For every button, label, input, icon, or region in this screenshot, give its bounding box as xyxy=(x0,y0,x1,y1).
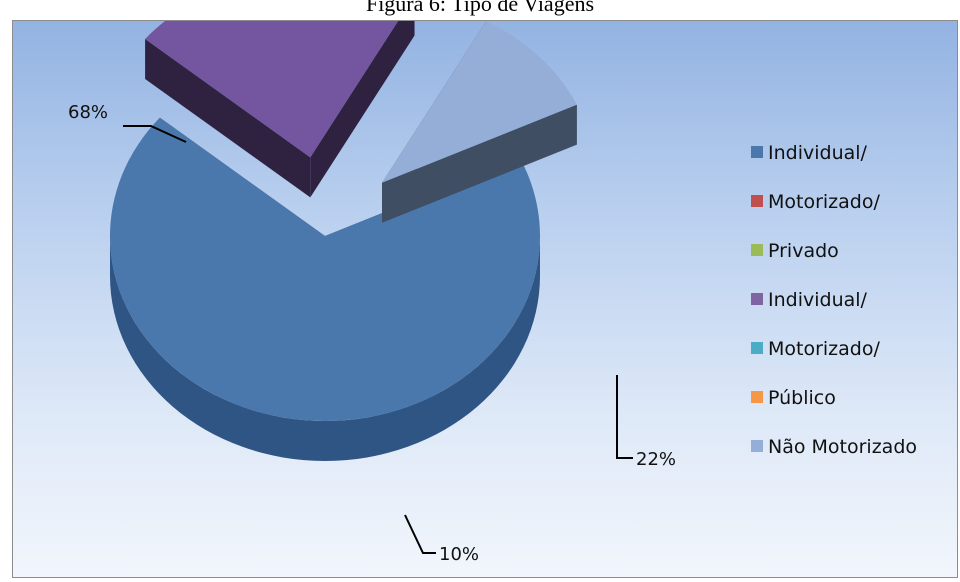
data-label-leader xyxy=(123,125,187,143)
data-label: 22% xyxy=(636,449,676,470)
legend-item: Motorizado/ xyxy=(751,338,880,360)
legend-swatch xyxy=(751,342,763,354)
legend-swatch xyxy=(751,391,763,403)
legend-label: Não Motorizado xyxy=(768,436,917,458)
legend-label: Privado xyxy=(768,240,839,262)
legend-item: Individual/ xyxy=(751,289,868,311)
legend-swatch xyxy=(751,293,763,305)
legend-label: Individual/ xyxy=(768,142,868,164)
data-label-leader xyxy=(404,514,436,554)
data-label: 68% xyxy=(68,102,108,123)
chart-area: 68% 22% 10% Individual/Motorizado/Privado I… xyxy=(12,20,958,578)
pie-chart: 68%22%10% Individual/Motorizado/PrivadoI… xyxy=(68,21,917,565)
pie-slice-top xyxy=(382,21,577,183)
legend-swatch xyxy=(751,195,763,207)
data-label-leader xyxy=(616,375,633,459)
legend-item: Individual/ xyxy=(751,142,868,164)
pie-slice-wall xyxy=(145,38,311,198)
pie-slice-wall xyxy=(382,104,577,223)
legend-item: Não Motorizado xyxy=(751,436,917,458)
legend-label: Individual/ xyxy=(768,289,868,311)
legend-label: Motorizado/ xyxy=(768,338,880,360)
legend-label: Motorizado/ xyxy=(768,191,880,213)
legend-swatch xyxy=(751,146,763,158)
legend: Individual/Motorizado/Privado Individual/… xyxy=(751,142,917,458)
data-label: 10% xyxy=(439,544,479,565)
pie-slice xyxy=(382,21,577,223)
legend-item: Motorizado/ xyxy=(751,191,880,213)
chart-title: Figura 6: Tipo de Viagens xyxy=(365,0,595,16)
pie-slice xyxy=(145,21,415,198)
legend-swatch xyxy=(751,244,763,256)
pie-slice-side xyxy=(110,236,540,461)
pie-slice-wall xyxy=(310,21,415,198)
legend-item: Público xyxy=(751,387,836,409)
legend-swatch xyxy=(751,440,763,452)
legend-label: Público xyxy=(768,387,836,409)
legend-item: Privado xyxy=(751,240,839,262)
pie-slice-top xyxy=(145,21,399,158)
